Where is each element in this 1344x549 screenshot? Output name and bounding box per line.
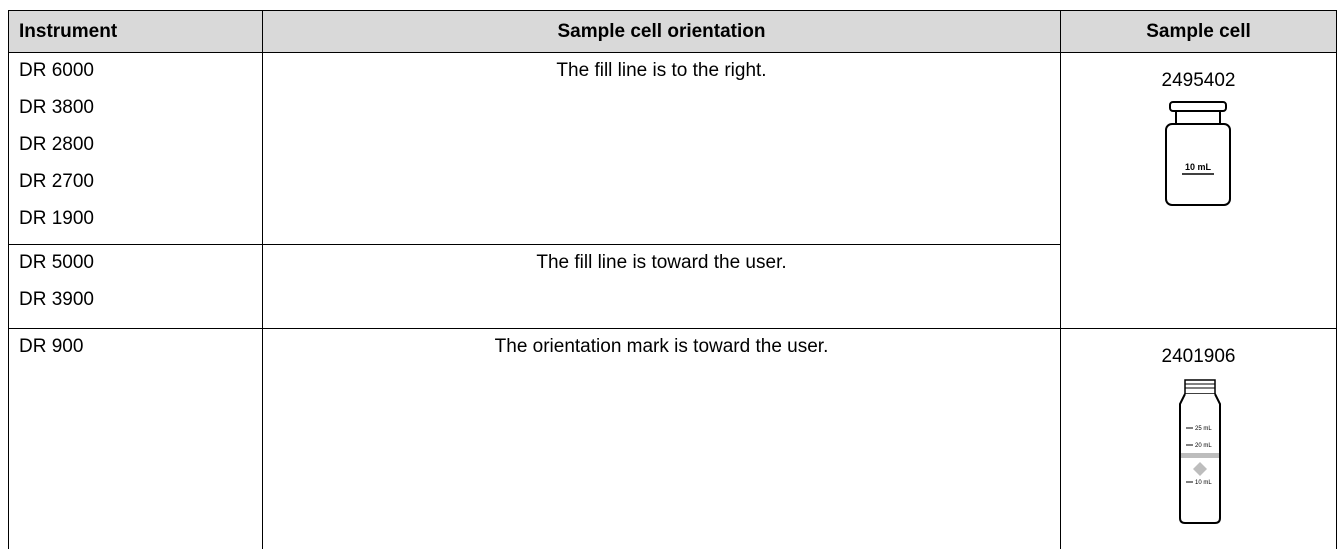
instrument-cell: DR 5000 DR 3900 [8,244,263,329]
instrument: DR 900 [19,336,84,357]
orientation-cell: The fill line is to the right. [262,52,1061,245]
instrument-cell: DR 6000 DR 3800 DR 2800 DR 2700 DR 1900 [8,52,263,245]
sample-cell: 2495402 [1060,52,1337,329]
instrument: DR 5000 [19,252,94,273]
header-row: Instrument Sample cell orientation Sampl… [8,10,1337,53]
table-row: DR 5000 DR 3900 The fill line is toward … [8,244,1337,329]
volume-mark: 10 mL [1195,480,1212,486]
part-number: 2401906 [1161,346,1236,367]
orientation: The orientation mark is toward the user. [494,336,829,357]
instrument: DR 3900 [19,289,94,310]
orientation-cell: The orientation mark is toward the user. [262,328,1061,549]
instrument: DR 6000 [19,60,94,81]
header-cell: Sample cell [1060,10,1337,53]
header-cell: Instrument [8,10,263,53]
instrument: DR 2800 [19,134,94,155]
orientation: The fill line is toward the user. [536,252,787,273]
instrument: DR 2700 [19,171,94,192]
header-cell: Sample cell orientation [262,10,1061,53]
volume-mark: 20 mL [1195,443,1212,449]
instrument: DR 1900 [19,208,94,229]
instrument-cell: DR 900 [8,328,263,549]
instrument: DR 3800 [19,97,94,118]
table-row: DR 900 The orientation mark is toward th… [8,328,1337,549]
part-number: 2495402 [1161,70,1236,91]
sample-cell-icon: 10 mL [1165,101,1231,206]
sample-cell-icon: 25 mL 20 mL 10 mL [1179,379,1221,524]
table-row: DR 6000 DR 3800 DR 2800 DR 2700 DR 1900 … [8,52,1337,329]
orientation-table: Instrument Sample cell orientation Sampl… [8,10,1337,549]
volume-mark: 25 mL [1195,426,1212,432]
orientation: The fill line is to the right. [556,60,767,81]
fill-mark: 10 mL [1185,162,1212,172]
orientation-cell: The fill line is toward the user. [262,244,1061,329]
